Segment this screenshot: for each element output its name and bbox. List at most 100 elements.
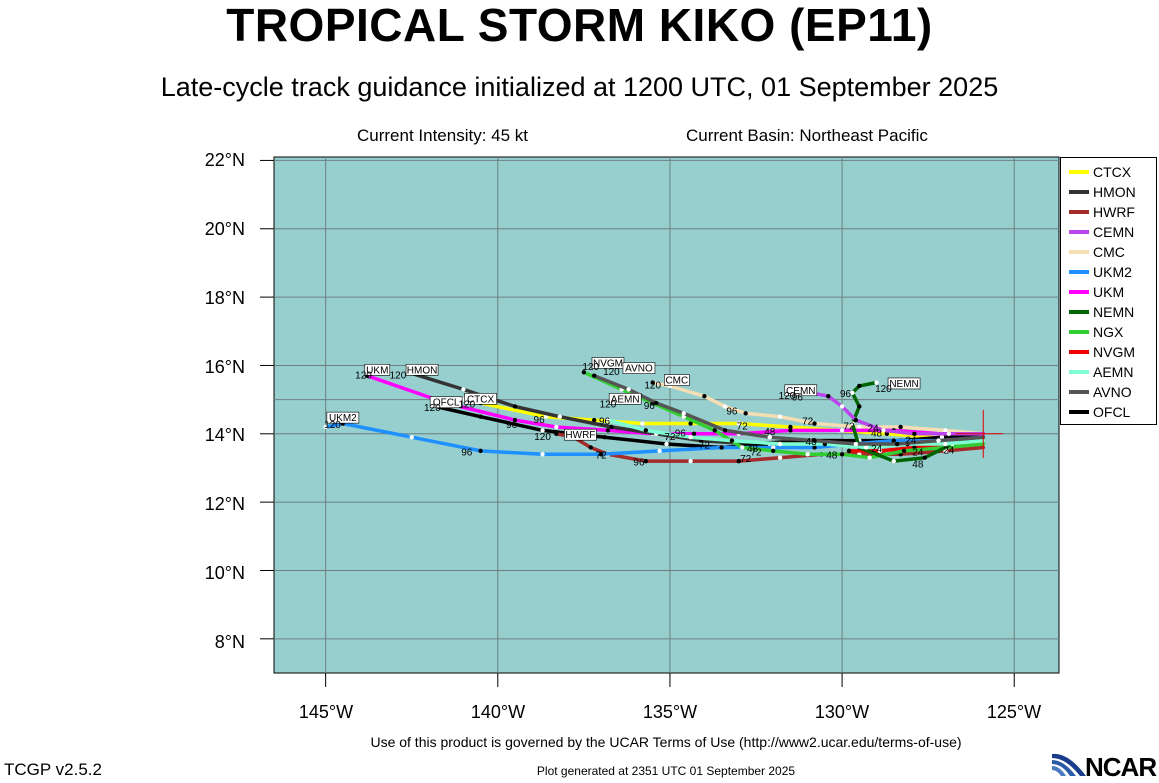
track-aemn — [606, 418, 986, 450]
track-point — [554, 431, 559, 436]
track-point — [777, 414, 783, 419]
track-point — [554, 424, 559, 430]
current-basin: Current Basin: Northeast Pacific — [686, 126, 928, 145]
track-point — [853, 417, 859, 423]
track-point — [722, 404, 728, 409]
track-point — [512, 404, 518, 409]
ncar-logo-icon — [1052, 753, 1086, 776]
lat-label-22n: 22°N — [204, 150, 245, 170]
legend-item-ctcx: CTCX — [1069, 163, 1131, 181]
track-point — [657, 448, 662, 454]
legend-swatch — [1069, 230, 1089, 234]
track-point — [850, 390, 855, 395]
legend-item-nvgm: NVGM — [1069, 343, 1135, 361]
track-point — [891, 458, 896, 464]
track-point — [857, 404, 862, 409]
track-label-text: 96 — [461, 447, 473, 458]
track-point — [946, 431, 952, 436]
track-label-text: 120 — [644, 381, 661, 392]
track-label-box — [784, 384, 818, 397]
lat-label-14n: 14°N — [204, 425, 245, 445]
lat-label-18n: 18°N — [204, 288, 245, 308]
track-label-text: 72 — [740, 454, 752, 465]
track-label-text: 96 — [633, 458, 645, 469]
track-point — [936, 438, 941, 443]
legend-swatch — [1069, 170, 1089, 174]
track-point — [867, 455, 872, 460]
track-label-text: 72 — [843, 422, 855, 433]
track-point — [898, 424, 903, 430]
legend-label: NEMN — [1093, 304, 1135, 320]
legend-swatch — [1069, 270, 1089, 274]
track-point — [478, 448, 483, 454]
track-cemn — [809, 391, 986, 436]
track-label-text: HMON — [407, 365, 438, 376]
legend-label: HWRF — [1093, 204, 1135, 220]
track-label-text: 120 — [424, 403, 441, 414]
legend-label: UKM — [1093, 284, 1125, 300]
track-point — [664, 441, 669, 447]
track-label-text: 48 — [912, 459, 924, 470]
track-label-text: 120 — [779, 391, 796, 402]
track-point — [719, 445, 724, 450]
legend-label: NGX — [1093, 324, 1124, 340]
legend-swatch — [1069, 370, 1089, 374]
track-label-text: 72 — [699, 440, 711, 451]
track-point — [812, 421, 817, 426]
track-point — [839, 428, 845, 433]
track-point — [512, 417, 518, 423]
lat-label-16n: 16°N — [204, 357, 245, 377]
lon-label-140w: 140°W — [470, 702, 526, 722]
lat-label-12n: 12°N — [204, 494, 245, 514]
track-point — [478, 414, 483, 419]
track-point — [736, 458, 742, 464]
legend-item-ofcl: OFCL — [1069, 403, 1130, 421]
legend-label: CMC — [1093, 244, 1125, 260]
track-point — [767, 435, 772, 440]
track-point — [605, 417, 611, 423]
track-point — [777, 455, 783, 460]
track-point — [609, 424, 614, 430]
forecast-tracks — [323, 370, 986, 464]
legend-swatch — [1069, 330, 1089, 334]
track-point — [543, 414, 549, 419]
track-point — [877, 448, 883, 454]
track-label-box — [608, 393, 642, 405]
track-point — [939, 435, 945, 440]
legend: CTCX HMON HWRF CEMN CMC UKM2 UKM NEMN NGX NVGM AEM… — [1060, 157, 1157, 425]
track-point — [839, 404, 845, 409]
track-point — [884, 431, 890, 436]
track-point — [812, 445, 817, 450]
track-label-text: HWRF — [565, 430, 595, 441]
track-label-text: UKM2 — [329, 413, 357, 424]
legend-item-ukm: UKM — [1069, 283, 1124, 301]
current-position-marker — [955, 409, 1004, 458]
track-label-text: 96 — [534, 415, 546, 426]
track-label-text: 120 — [582, 362, 599, 373]
track-label-text: 72 — [596, 451, 608, 462]
track-point — [591, 373, 597, 378]
track-label-text: 24 — [868, 423, 880, 434]
axis-ticks — [260, 159, 1015, 687]
lat-label-10n: 10°N — [204, 563, 245, 583]
track-label-text: 72 — [737, 422, 749, 433]
lat-label-8n: 8°N — [214, 632, 245, 652]
legend-swatch — [1069, 210, 1089, 214]
track-ctcx — [461, 397, 986, 443]
track-label-box — [429, 396, 463, 409]
track-point — [643, 458, 649, 464]
track-label-text: 120 — [600, 399, 617, 410]
track-point — [912, 431, 917, 436]
track-point — [626, 387, 631, 392]
track-point — [650, 380, 655, 385]
legend-item-hwrf: HWRF — [1069, 203, 1135, 221]
track-point — [598, 452, 604, 457]
track-point — [653, 400, 659, 406]
track-point — [323, 424, 328, 430]
track-ukm2 — [323, 421, 986, 457]
track-point — [729, 438, 735, 443]
track-point — [788, 424, 793, 430]
track-point — [846, 448, 852, 454]
